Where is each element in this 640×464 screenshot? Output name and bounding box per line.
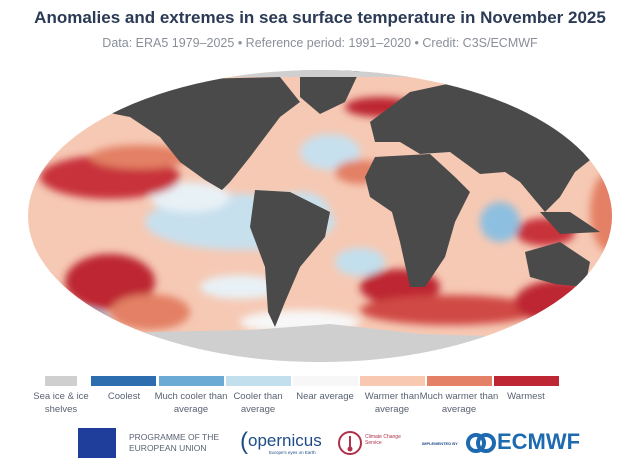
eu-programme-text: PROGRAMME OF THE EUROPEAN UNION bbox=[129, 432, 220, 453]
legend-label-near-average: Near average bbox=[296, 391, 354, 402]
ecmwf-symbol-icon bbox=[466, 433, 496, 453]
page-title: Anomalies and extremes in sea surface te… bbox=[34, 8, 606, 27]
southeast-asia bbox=[540, 212, 600, 234]
australia bbox=[525, 242, 590, 287]
greenland bbox=[300, 70, 360, 114]
legend-swatch-near-average bbox=[293, 376, 358, 386]
antarctica-sea-ice bbox=[28, 324, 612, 362]
legend-swatch-sea-ice bbox=[45, 376, 77, 386]
legend-swatch-cooler bbox=[226, 376, 291, 386]
legend-label-sea-ice: Sea ice & ice shelves bbox=[33, 391, 89, 415]
legend-swatch-coolest bbox=[91, 376, 156, 386]
legend-swatch-much-cooler bbox=[159, 376, 224, 386]
legend-label-much-cooler: Much cooler than average bbox=[154, 391, 228, 415]
africa bbox=[365, 154, 470, 287]
copernicus-logo: (opernicus bbox=[240, 428, 322, 455]
partner-logos: PROGRAMME OF THE EUROPEAN UNION (opernic… bbox=[0, 426, 640, 460]
ecmwf-logo-text: ECMWF bbox=[497, 429, 581, 454]
sea-surface-temperature-map bbox=[28, 70, 612, 362]
eu-flag-icon bbox=[78, 428, 116, 458]
legend-swatch-much-warmer bbox=[427, 376, 492, 386]
legend-label-warmest: Warmest bbox=[507, 391, 545, 402]
implemented-by-text: IMPLEMENTED BY bbox=[422, 441, 458, 446]
copernicus-tagline: Europe's eyes on Earth bbox=[269, 450, 316, 455]
land bbox=[60, 70, 612, 327]
copernicus-text: opernicus bbox=[248, 431, 322, 450]
legend-swatch-warmer bbox=[360, 376, 425, 386]
thermometer-icon bbox=[338, 431, 362, 455]
legend-label-warmer: Warmer than average bbox=[364, 391, 420, 415]
legend-label-cooler: Cooler than average bbox=[233, 391, 283, 415]
legend-swatch-warmest bbox=[494, 376, 559, 386]
page-subtitle: Data: ERA5 1979–2025 • Reference period:… bbox=[102, 36, 538, 50]
c3s-text: Climate Change Service bbox=[365, 434, 401, 446]
arctic-sea-ice bbox=[100, 70, 560, 77]
south-america bbox=[250, 190, 330, 327]
legend-label-coolest: Coolest bbox=[107, 391, 141, 402]
legend-label-much-warmer: Much warmer than average bbox=[419, 391, 499, 415]
